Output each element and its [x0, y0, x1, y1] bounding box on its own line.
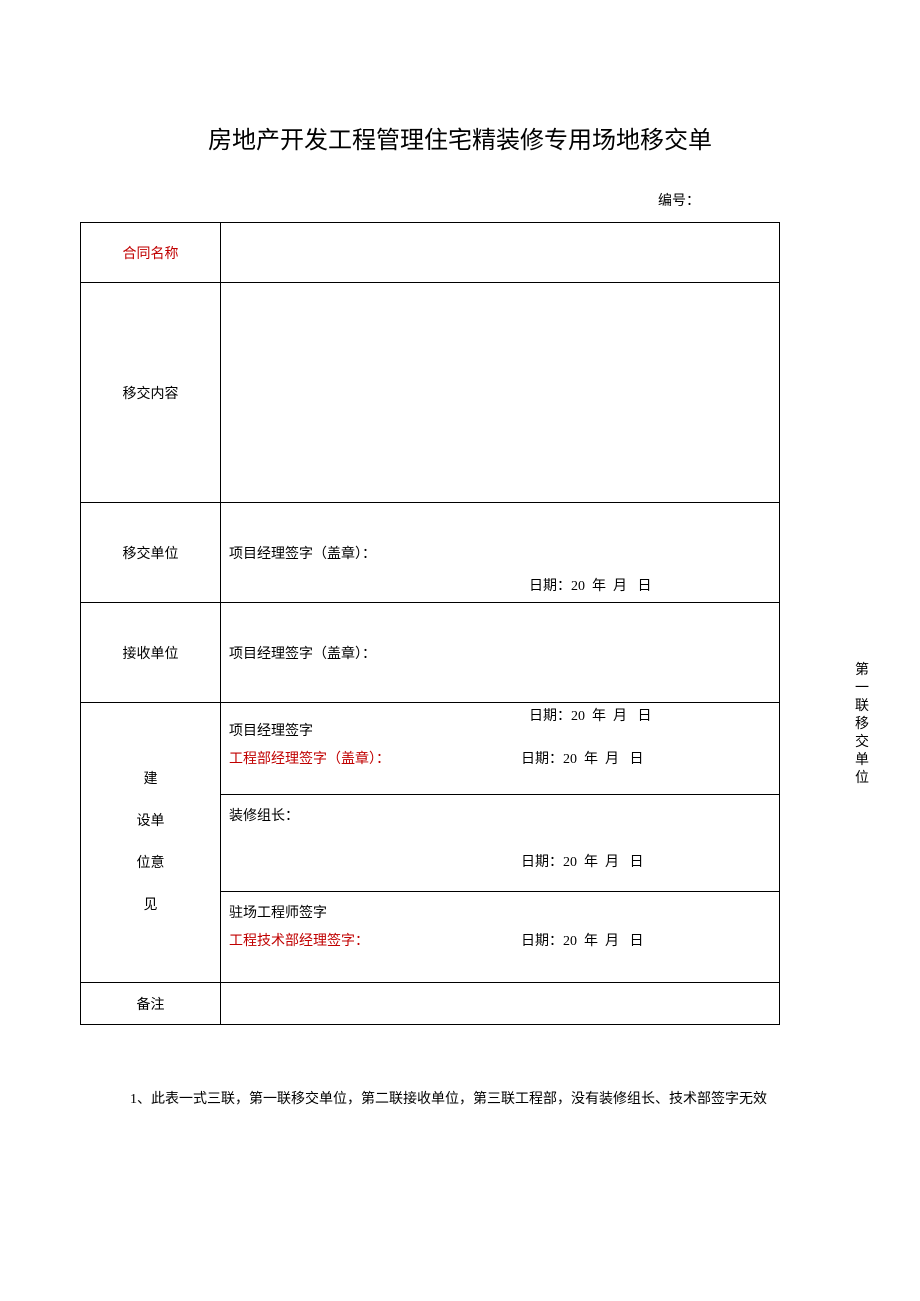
- eng-mgr-sign-text: 工程部经理签字（盖章）：: [229, 752, 390, 767]
- date-year-3: 年: [584, 752, 598, 767]
- date-month-4: 月: [605, 855, 619, 870]
- label-transfer-content: 移交内容: [81, 283, 221, 503]
- opinion-l2: 设单: [85, 801, 216, 843]
- label-builder-opinion: 建 设单 位意 见: [81, 703, 221, 983]
- date-day-4: 日: [630, 855, 644, 870]
- tech-mgr-sign-label: 工程技术部经理签字：: [229, 930, 771, 954]
- date-opinion-2: 日期：20 年 月 日: [521, 851, 644, 871]
- serial-number-row: 编号：: [80, 190, 840, 210]
- date-prefix-3: 日期：20: [521, 752, 577, 767]
- row-remark: 备注: [81, 983, 780, 1025]
- label-remark: 备注: [81, 983, 221, 1025]
- pm-sign-label: 项目经理签字: [229, 720, 771, 744]
- site-eng-sign-label: 驻场工程师签字: [229, 902, 771, 926]
- date-year-5: 年: [584, 934, 598, 949]
- label-receive-unit: 接收单位: [81, 603, 221, 703]
- footnote: 1、此表一式三联，第一联移交单位，第二联接收单位，第三联工程部，没有装修组长、技…: [80, 1085, 840, 1115]
- value-contract-name[interactable]: [221, 223, 780, 283]
- row-contract-name: 合同名称: [81, 223, 780, 283]
- date-opinion-1: 日期：20 年 月 日: [521, 748, 644, 768]
- date-prefix-5: 日期：20: [521, 934, 577, 949]
- page-title: 房地产开发工程管理住宅精装修专用场地移交单: [80, 120, 840, 155]
- opinion-l1: 建: [85, 759, 216, 801]
- row-transfer-unit: 移交单位 项目经理签字（盖章）： 日期：20 年 月 日: [81, 503, 780, 603]
- row-receive-unit: 接收单位 项目经理签字（盖章）： 日期：20 年 月 日: [81, 603, 780, 703]
- opinion-l3: 位意: [85, 843, 216, 885]
- date-month-3: 月: [605, 752, 619, 767]
- table-wrap: 合同名称 移交内容 移交单位 项目经理签字（盖章）： 日期：20 年 月 日: [80, 222, 840, 1025]
- row-builder-opinion: 建 设单 位意 见 项目经理签字 工程部经理签字（盖章）： 日期：20 年 月 …: [81, 703, 780, 983]
- date-prefix-4: 日期：20: [521, 855, 577, 870]
- opinion-section-1: 项目经理签字 工程部经理签字（盖章）： 日期：20 年 月 日: [221, 710, 779, 794]
- opinion-section-2: 装修组长： 日期：20 年 月 日: [221, 795, 779, 891]
- date-prefix: 日期：20: [529, 579, 585, 594]
- date-day-5: 日: [630, 934, 644, 949]
- value-builder-opinion[interactable]: 项目经理签字 工程部经理签字（盖章）： 日期：20 年 月 日 装修组长： 日期…: [221, 703, 780, 983]
- tech-mgr-sign-text: 工程技术部经理签字：: [229, 934, 369, 949]
- pm-sign-seal-label-2: 项目经理签字（盖章）：: [229, 643, 771, 667]
- value-transfer-content[interactable]: [221, 283, 780, 503]
- serial-label: 编号：: [658, 194, 700, 209]
- date-transfer-unit: 日期：20 年 月 日: [529, 575, 652, 595]
- label-transfer-unit: 移交单位: [81, 503, 221, 603]
- date-year: 年: [592, 579, 606, 594]
- handover-table: 合同名称 移交内容 移交单位 项目经理签字（盖章）： 日期：20 年 月 日: [80, 222, 780, 1025]
- date-opinion-3: 日期：20 年 月 日: [521, 930, 644, 950]
- date-day: 日: [638, 579, 652, 594]
- side-copy-label: 第一联移交单位: [854, 662, 870, 788]
- opinion-section-3: 驻场工程师签字 工程技术部经理签字： 日期：20 年 月 日: [221, 892, 779, 976]
- value-remark[interactable]: [221, 983, 780, 1025]
- opinion-l4: 见: [85, 885, 216, 927]
- label-contract-name-text: 合同名称: [123, 247, 179, 262]
- date-year-4: 年: [584, 855, 598, 870]
- eng-mgr-sign-label: 工程部经理签字（盖章）：: [229, 748, 771, 772]
- label-contract-name: 合同名称: [81, 223, 221, 283]
- value-receive-unit[interactable]: 项目经理签字（盖章）： 日期：20 年 月 日: [221, 603, 780, 703]
- date-month-5: 月: [605, 934, 619, 949]
- document-page: 房地产开发工程管理住宅精装修专用场地移交单 编号： 合同名称 移交内容 移交单位…: [0, 0, 920, 1175]
- deco-leader-label: 装修组长：: [229, 805, 771, 829]
- row-transfer-content: 移交内容: [81, 283, 780, 503]
- value-transfer-unit[interactable]: 项目经理签字（盖章）： 日期：20 年 月 日: [221, 503, 780, 603]
- pm-sign-seal-label: 项目经理签字（盖章）：: [229, 543, 771, 567]
- date-day-3: 日: [630, 752, 644, 767]
- date-month: 月: [613, 579, 627, 594]
